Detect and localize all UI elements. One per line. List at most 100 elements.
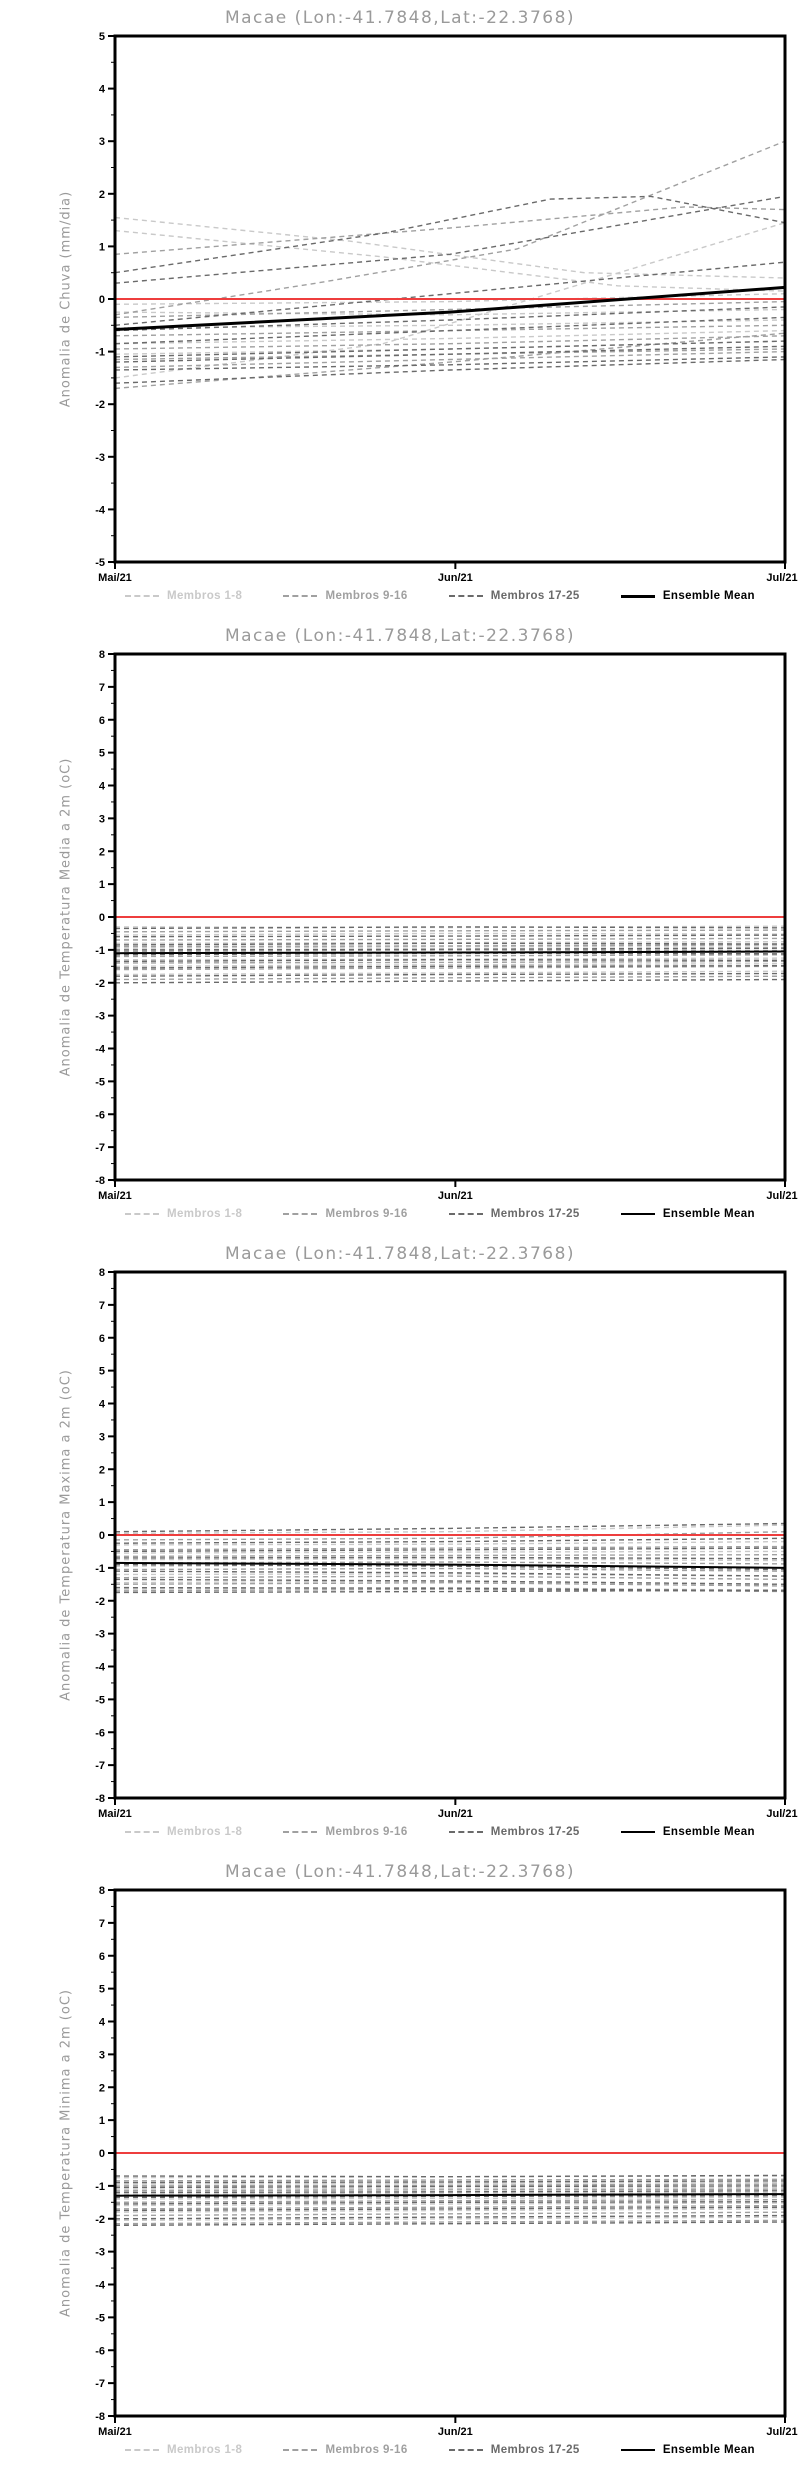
svg-text:-2: -2 <box>95 978 105 990</box>
legend-label: Membros 17-25 <box>490 2444 580 2456</box>
chart-legend: Membros 1-8 Membros 9-16 Membros 17-25 E… <box>125 1826 755 1838</box>
svg-text:Mai/21: Mai/21 <box>98 572 132 584</box>
legend-item-membros-9-16: Membros 9-16 <box>283 2444 407 2456</box>
svg-text:3: 3 <box>99 2049 105 2061</box>
svg-text:1: 1 <box>99 1497 105 1509</box>
svg-text:7: 7 <box>99 1300 105 1312</box>
svg-text:0: 0 <box>99 294 105 306</box>
svg-text:Mai/21: Mai/21 <box>98 1808 132 1820</box>
dashed-line-sample <box>448 595 483 597</box>
legend-item-membros-1-8: Membros 1-8 <box>125 2444 242 2456</box>
svg-text:Jul/21: Jul/21 <box>766 1808 797 1820</box>
svg-text:5: 5 <box>99 31 105 43</box>
svg-text:2: 2 <box>99 189 105 201</box>
svg-text:Jun/21: Jun/21 <box>438 1190 473 1202</box>
svg-text:-1: -1 <box>95 945 105 957</box>
chart-panel-temp-media: Macae (Lon:-41.7848,Lat:-22.3768) Anomal… <box>0 618 800 1236</box>
svg-text:Mai/21: Mai/21 <box>98 1190 132 1202</box>
legend-item-membros-17-25: Membros 17-25 <box>448 2444 580 2456</box>
legend-item-ensemble-mean: Ensemble Mean <box>620 590 755 602</box>
svg-text:-3: -3 <box>95 2247 105 2259</box>
chart-legend: Membros 1-8 Membros 9-16 Membros 17-25 E… <box>125 1208 755 1220</box>
dashed-line-sample <box>448 1831 483 1833</box>
solid-line-sample <box>620 1213 655 1215</box>
chart-panel-temp-minima: Macae (Lon:-41.7848,Lat:-22.3768) Anomal… <box>0 1854 800 2472</box>
legend-item-ensemble-mean: Ensemble Mean <box>620 1208 755 1220</box>
dashed-line-sample <box>448 1213 483 1215</box>
dashed-line-sample <box>125 595 159 597</box>
legend-label: Membros 1-8 <box>167 2444 243 2456</box>
svg-text:-6: -6 <box>95 2345 105 2357</box>
chart-legend: Membros 1-8 Membros 9-16 Membros 17-25 E… <box>125 590 755 602</box>
svg-text:8: 8 <box>99 649 105 661</box>
svg-text:3: 3 <box>99 1431 105 1443</box>
svg-text:0: 0 <box>99 912 105 924</box>
chart-panel-temp-maxima: Macae (Lon:-41.7848,Lat:-22.3768) Anomal… <box>0 1236 800 1854</box>
dashed-line-sample <box>448 2449 483 2451</box>
y-axis-label: Anomalia de Temperatura Minima a 2m (oC) <box>58 1989 74 2317</box>
svg-text:0: 0 <box>99 1530 105 1542</box>
svg-text:6: 6 <box>99 1333 105 1345</box>
svg-text:-4: -4 <box>95 2280 106 2292</box>
y-axis-label: Anomalia de Chuva (mm/dia) <box>58 190 74 408</box>
svg-text:-8: -8 <box>95 1175 105 1187</box>
legend-label: Ensemble Mean <box>662 1826 755 1838</box>
legend-item-membros-17-25: Membros 17-25 <box>448 1208 580 1220</box>
svg-text:Jul/21: Jul/21 <box>766 2426 797 2438</box>
plot-area: Anomalia de Temperatura Minima a 2m (oC)… <box>0 1884 800 2440</box>
legend-item-membros-1-8: Membros 1-8 <box>125 1208 242 1220</box>
svg-text:5: 5 <box>99 1984 105 1996</box>
svg-text:-7: -7 <box>95 1760 105 1772</box>
svg-text:Jun/21: Jun/21 <box>438 1808 473 1820</box>
dashed-line-sample <box>125 2449 159 2451</box>
svg-text:Jun/21: Jun/21 <box>438 572 473 584</box>
svg-text:6: 6 <box>99 715 105 727</box>
legend-label: Membros 1-8 <box>167 1208 243 1220</box>
svg-text:-3: -3 <box>95 1011 105 1023</box>
dashed-line-sample <box>283 595 318 597</box>
legend-label: Membros 1-8 <box>167 590 243 602</box>
svg-text:-4: -4 <box>95 504 106 516</box>
svg-text:2: 2 <box>99 1464 105 1476</box>
legend-label: Membros 17-25 <box>490 1826 580 1838</box>
solid-line-sample <box>620 2449 655 2451</box>
chart-panel-chuva: Macae (Lon:-41.7848,Lat:-22.3768) Anomal… <box>0 0 800 618</box>
svg-text:1: 1 <box>99 2115 105 2127</box>
legend-item-membros-9-16: Membros 9-16 <box>283 590 407 602</box>
svg-text:-4: -4 <box>95 1662 106 1674</box>
svg-text:-2: -2 <box>95 399 105 411</box>
svg-text:Jul/21: Jul/21 <box>766 572 797 584</box>
chart-title: Macae (Lon:-41.7848,Lat:-22.3768) <box>224 8 576 28</box>
svg-text:-1: -1 <box>95 2181 105 2193</box>
svg-text:-5: -5 <box>95 1076 105 1088</box>
chart-title: Macae (Lon:-41.7848,Lat:-22.3768) <box>224 1862 576 1882</box>
svg-text:-5: -5 <box>95 1694 105 1706</box>
legend-label: Membros 9-16 <box>325 2444 408 2456</box>
svg-text:-1: -1 <box>95 1563 105 1575</box>
svg-text:-5: -5 <box>95 557 105 569</box>
svg-text:8: 8 <box>99 1267 105 1279</box>
dashed-line-sample <box>283 1831 318 1833</box>
plot-canvas: -8 -7 -6 -5 -4 -3 -2 -1 0 1 2 3 4 5 6 7 8 Mai/21 Jun/21 Jul… <box>95 1267 797 1820</box>
svg-text:-1: -1 <box>95 347 105 359</box>
plot-canvas: -8 -7 -6 -5 -4 -3 -2 -1 0 1 2 3 4 5 6 7 8 Mai/21 Jun/21 Jul… <box>95 649 797 1202</box>
legend-label: Membros 17-25 <box>490 1208 580 1220</box>
legend-item-membros-9-16: Membros 9-16 <box>283 1826 407 1838</box>
svg-text:1: 1 <box>99 241 105 253</box>
legend-item-membros-17-25: Membros 17-25 <box>448 590 580 602</box>
legend-label: Membros 9-16 <box>325 1826 408 1838</box>
plot-canvas: -5 -4 -3 -2 -1 0 1 2 3 4 5 Mai/21 Jun/21 Jul/21 <box>95 31 797 584</box>
svg-text:6: 6 <box>99 1951 105 1963</box>
legend-item-ensemble-mean: Ensemble Mean <box>620 2444 755 2456</box>
legend-label: Membros 9-16 <box>325 590 408 602</box>
y-axis-label: Anomalia de Temperatura Maxima a 2m (oC) <box>58 1369 74 1701</box>
legend-item-membros-1-8: Membros 1-8 <box>125 1826 242 1838</box>
svg-text:-5: -5 <box>95 2312 105 2324</box>
dashed-line-sample <box>125 1213 159 1215</box>
svg-text:8: 8 <box>99 1885 105 1897</box>
chart-title: Macae (Lon:-41.7848,Lat:-22.3768) <box>224 1244 576 1264</box>
svg-text:-4: -4 <box>95 1044 106 1056</box>
plot-area: Anomalia de Temperatura Media a 2m (oC) … <box>0 648 800 1204</box>
svg-text:Jul/21: Jul/21 <box>766 1190 797 1202</box>
